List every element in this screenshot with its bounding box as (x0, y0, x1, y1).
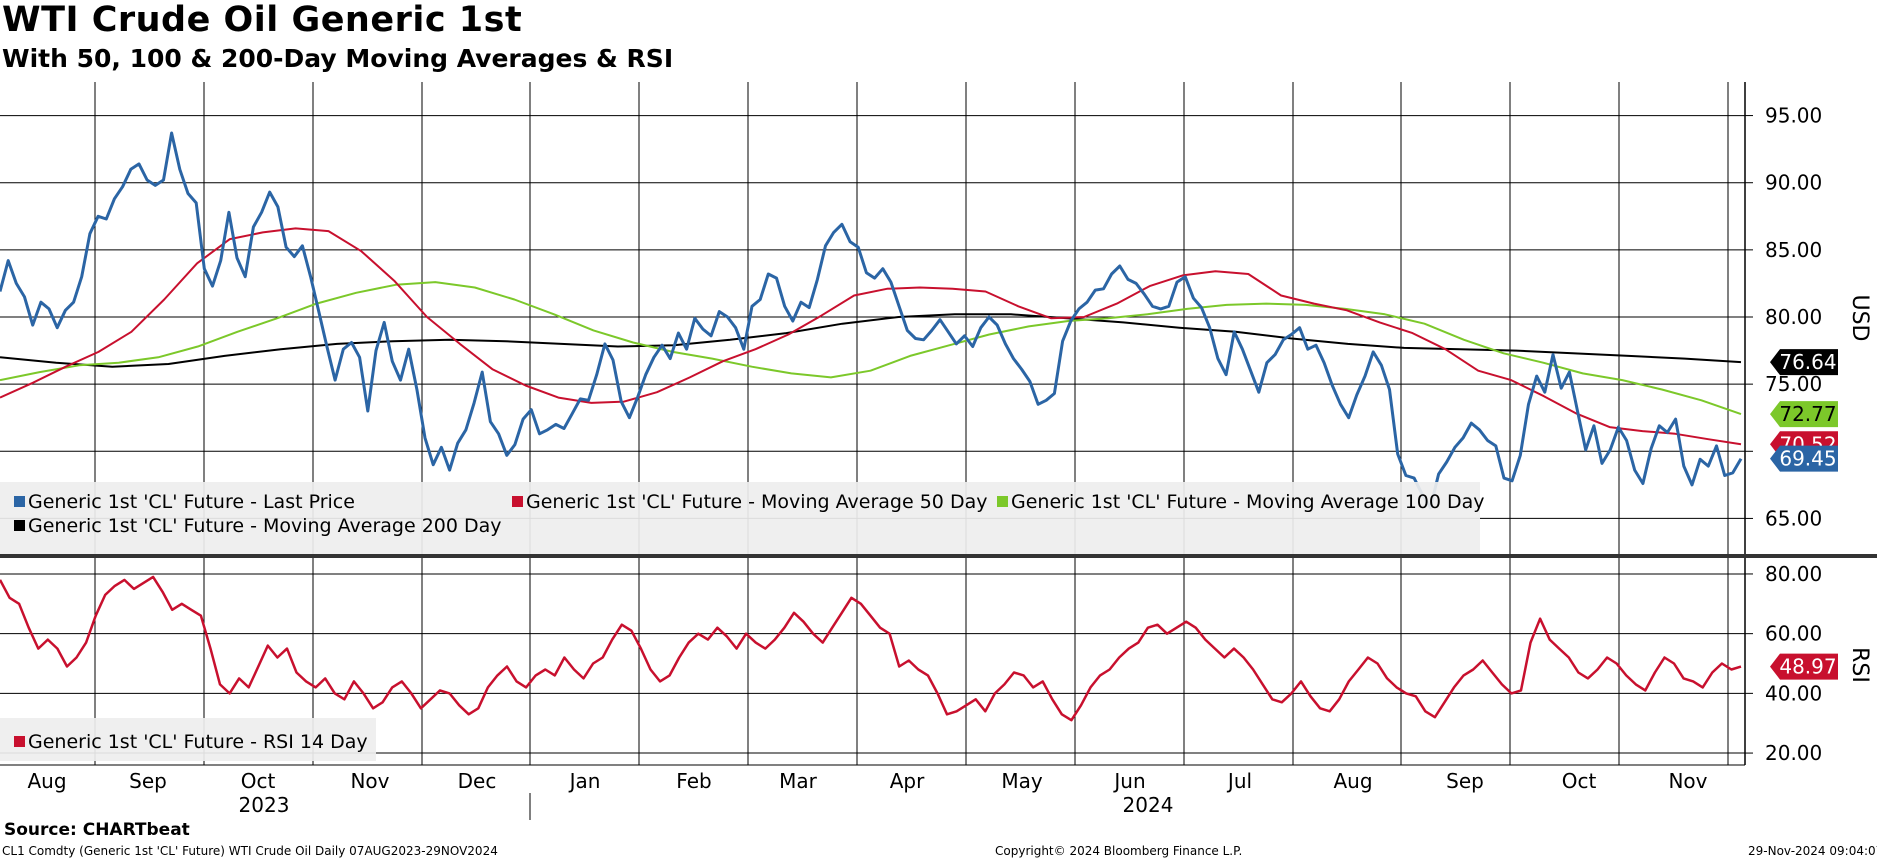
x-month-label: Jul (1226, 769, 1252, 793)
ma100-line (0, 281, 1742, 416)
ma100-value-tag: 72.77 (1779, 402, 1836, 426)
source-note: Source: CHARTbeat (4, 820, 190, 840)
x-month-label: Oct (241, 769, 276, 793)
upper-tick-label: 75.00 (1765, 372, 1822, 396)
rsi-line (0, 575, 1742, 722)
legend-swatch (14, 520, 25, 531)
series-layer (0, 131, 1743, 722)
lower-axis-title: RSI (1847, 647, 1872, 683)
panel-separator (0, 554, 1877, 558)
rsi-value-tag: 48.97 (1779, 655, 1836, 679)
x-month-label: Nov (1668, 769, 1707, 793)
x-month-label: Apr (890, 769, 925, 793)
x-month-label: Aug (1333, 769, 1372, 793)
upper-tick-label: 90.00 (1765, 171, 1822, 195)
upper-tick-label: 85.00 (1765, 238, 1822, 262)
x-month-label: Nov (350, 769, 389, 793)
upper-legend-box (0, 482, 1480, 554)
chart-title: WTI Crude Oil Generic 1st (2, 0, 523, 40)
x-month-label: Mar (779, 769, 818, 793)
lower-tick-label: 20.00 (1765, 741, 1822, 765)
ma100-value-tag-bg (1770, 401, 1838, 428)
last-price-line (0, 131, 1743, 510)
upper-tick-label: 65.00 (1765, 506, 1822, 530)
footer-meta-left: CL1 Comdty (Generic 1st 'CL' Future) WTI… (2, 844, 498, 858)
x-month-label: Feb (676, 769, 711, 793)
x-month-label: May (1001, 769, 1043, 793)
x-month-label: Sep (1446, 769, 1484, 793)
lower-tick-label: 80.00 (1765, 562, 1822, 586)
footer-copyright: Copyright© 2024 Bloomberg Finance L.P. (995, 844, 1243, 858)
x-month-label: Dec (458, 769, 497, 793)
legend-entry: Generic 1st 'CL' Future - Moving Average… (1011, 491, 1485, 513)
lower-legend-box (0, 718, 376, 761)
upper-axis-title: USD (1847, 294, 1872, 341)
legend-swatch (14, 496, 25, 507)
label-layer: 95.00 90.00 85.00 80.00 75.00 65.00 80.00 60.00… (27, 104, 1872, 820)
x-month-label: Jun (1112, 769, 1145, 793)
grid-layer (0, 82, 1877, 766)
ma200-line (0, 313, 1742, 368)
ma200-value-tag-bg (1770, 349, 1838, 376)
ma200-value-tag: 76.64 (1779, 350, 1836, 374)
legend-entry: Generic 1st 'CL' Future - Moving Average… (526, 491, 987, 513)
rsi-value-tag-bg (1770, 653, 1838, 680)
footer-timestamp: 29-Nov-2024 09:04:07 (1748, 844, 1877, 858)
upper-tick-label: 80.00 (1765, 305, 1822, 329)
x-month-label: Aug (27, 769, 66, 793)
x-month-label: Sep (129, 769, 167, 793)
chart-subtitle: With 50, 100 & 200-Day Moving Averages &… (2, 44, 674, 73)
legend-entry: Generic 1st 'CL' Future - RSI 14 Day (28, 731, 368, 753)
x-month-label: Jan (568, 769, 601, 793)
x-month-label: Oct (1562, 769, 1597, 793)
ma50-line (0, 227, 1742, 446)
lower-tick-label: 60.00 (1765, 622, 1822, 646)
last-price-value-tag: 69.45 (1779, 447, 1836, 471)
legend-entry: Generic 1st 'CL' Future - Moving Average… (28, 515, 502, 537)
x-year-label: 2023 (239, 793, 290, 817)
lower-tick-label: 40.00 (1765, 681, 1822, 705)
legend-entry: Generic 1st 'CL' Future - Last Price (28, 491, 355, 513)
legend-swatch (512, 496, 523, 507)
last-price-value-tag-bg (1770, 445, 1838, 472)
legend-layer: Generic 1st 'CL' Future - Last Price Gene… (0, 482, 1485, 761)
upper-tick-label: 95.00 (1765, 104, 1822, 128)
legend-swatch (997, 496, 1008, 507)
x-year-label: 2024 (1123, 793, 1174, 817)
legend-swatch (14, 736, 25, 747)
